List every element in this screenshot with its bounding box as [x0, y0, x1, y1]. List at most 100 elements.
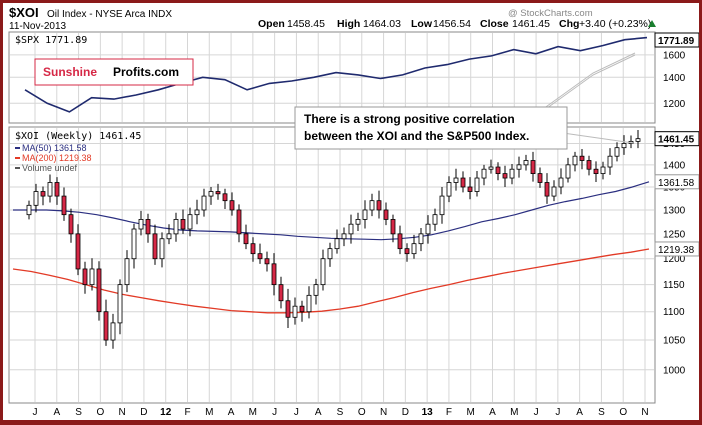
up-triangle-icon	[648, 20, 656, 27]
candle-down	[215, 191, 221, 195]
x-tick-label: M	[467, 407, 475, 418]
header-name: Oil Index - NYSE Arca INDX	[47, 9, 172, 20]
candle-up	[187, 214, 193, 230]
candle-up	[516, 164, 522, 170]
candle-up	[131, 228, 137, 260]
xoi-y-tick-label: 1100	[663, 307, 685, 318]
candle-up	[425, 223, 431, 235]
x-tick-label: J	[555, 407, 560, 418]
x-tick-label: A	[489, 407, 496, 418]
candle-up	[509, 168, 515, 179]
x-tick-label: J	[272, 407, 277, 418]
spx-y-tick-label: 1200	[663, 99, 686, 110]
candle-up	[306, 294, 312, 313]
candle-down	[40, 191, 46, 197]
x-tick-label: A	[53, 407, 60, 418]
xoi-y-tick-label: 1150	[663, 280, 685, 291]
candle-down	[103, 311, 109, 341]
candle-down	[271, 263, 277, 286]
x-tick-label: A	[576, 407, 583, 418]
candle-up	[572, 155, 578, 166]
logo-sunshine: Sunshine	[43, 65, 97, 79]
candle-up	[488, 166, 494, 170]
xoi-y-tick-label: 1000	[663, 365, 686, 376]
candle-down	[579, 155, 585, 161]
legend-entry: MA(200) 1219.38	[22, 153, 92, 163]
candle-down	[397, 233, 403, 250]
candle-up	[481, 168, 487, 179]
x-tick-label: M	[205, 407, 213, 418]
annotation: There is a strong positive correlation b…	[294, 52, 636, 150]
candle-down	[61, 195, 67, 216]
header-date: 11-Nov-2013	[9, 21, 67, 32]
x-tick-label: A	[315, 407, 322, 418]
xoi-panel: 1450140013501300125012001150110010501000…	[8, 126, 700, 404]
annotation-line-1: There is a strong positive correlation	[304, 112, 515, 126]
annotation-box	[294, 106, 568, 150]
candle-down	[54, 182, 60, 197]
x-tick-label: 12	[160, 407, 172, 418]
candle-down	[460, 177, 466, 188]
candle-up	[124, 258, 130, 286]
candle-down	[495, 166, 501, 175]
chg-label: Chg	[559, 18, 579, 30]
x-tick-label: J	[534, 407, 539, 418]
candle-up	[138, 219, 144, 230]
candle-up	[474, 177, 480, 192]
x-tick-label: O	[358, 407, 366, 418]
candle-down	[383, 209, 389, 220]
x-tick-label: S	[337, 407, 344, 418]
x-tick-label: J	[33, 407, 38, 418]
candle-down	[376, 200, 382, 211]
spx-last-value: 1771.89	[658, 36, 695, 47]
last-value-label: 1461.45	[658, 135, 695, 146]
candle-up	[208, 191, 214, 197]
close-value: 1461.45	[512, 18, 550, 30]
x-tick-label: A	[228, 407, 235, 418]
candle-up	[523, 160, 529, 166]
xoi-y-tick-label: 1050	[663, 336, 686, 347]
candle-up	[558, 177, 564, 188]
close-label: Close	[480, 18, 509, 30]
candle-up	[446, 182, 452, 197]
candle-up	[194, 209, 200, 216]
stockcharts-watermark: @ StockCharts.com	[508, 8, 593, 19]
high-label: High	[337, 18, 360, 30]
candle-down	[593, 168, 599, 175]
x-tick-label: S	[598, 407, 605, 418]
candle-down	[530, 160, 536, 175]
logo-box	[34, 58, 194, 86]
low-value: 1456.54	[433, 18, 471, 30]
x-axis: J A S O N D 12 F M A M J J A S O N D 13 F M A M J J A S O N	[33, 407, 649, 418]
last-value-label: 1361.58	[658, 178, 695, 189]
legend-entry: Volume undef	[22, 163, 78, 173]
ma50-line	[13, 181, 650, 241]
x-tick-label: J	[294, 407, 299, 418]
candle-up	[418, 233, 424, 245]
candle-up	[439, 195, 445, 216]
x-tick-label: M	[510, 407, 518, 418]
high-value: 1464.03	[363, 18, 401, 30]
candle-down	[243, 233, 249, 245]
candle-up	[26, 204, 32, 216]
candle-up	[320, 258, 326, 286]
candle-up	[369, 200, 375, 211]
x-tick-label: N	[380, 407, 387, 418]
candle-up	[621, 143, 627, 149]
x-tick-label: D	[140, 407, 147, 418]
candle-up	[313, 284, 319, 296]
annotation-line-2: between the XOI and the S&P500 Index.	[304, 129, 529, 143]
annotation-pointer-top-2	[542, 54, 636, 112]
candle-up	[47, 182, 53, 197]
candle-up	[362, 209, 368, 220]
candle-up	[166, 233, 172, 240]
candle-down	[404, 248, 410, 255]
candle-down	[68, 214, 74, 235]
header-symbol: $XOI	[9, 5, 39, 20]
xoi-last-labels: 1461.45 1361.58 1219.38	[654, 131, 700, 257]
open-label: Open	[258, 18, 285, 30]
open-value: 1458.45	[287, 18, 325, 30]
x-tick-label: O	[96, 407, 104, 418]
candle-down	[75, 233, 81, 270]
candle-down	[285, 300, 291, 318]
